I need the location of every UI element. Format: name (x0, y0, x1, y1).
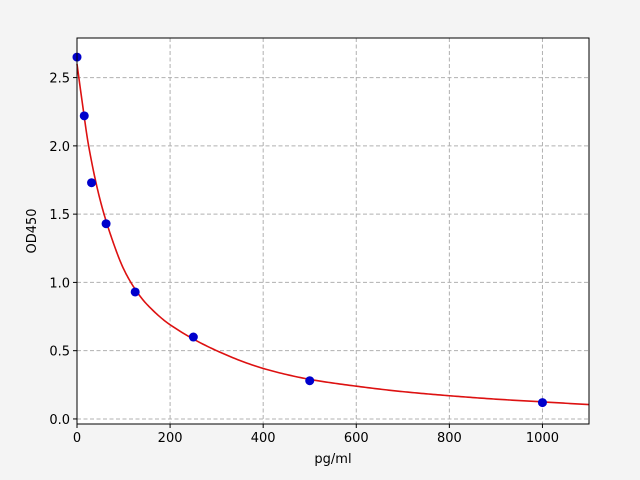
y-tick-label: 1.0 (49, 276, 70, 291)
x-axis-ticks: 0 200 400 600 800 1000 (73, 424, 559, 446)
y-tick-label: 1.5 (49, 208, 70, 223)
data-point (188, 332, 198, 342)
y-tick-label: 2.0 (49, 140, 70, 155)
y-tick-label: 2.5 (49, 72, 70, 87)
x-tick-label: 800 (437, 431, 462, 446)
data-point (537, 398, 547, 408)
y-axis-label: OD450 (25, 208, 40, 253)
data-point (101, 219, 111, 229)
y-axis-ticks: 0.0 0.5 1.0 1.5 2.0 2.5 (49, 72, 77, 428)
y-tick-label: 0.5 (49, 345, 70, 360)
x-tick-label: 200 (158, 431, 183, 446)
x-tick-label: 0 (73, 431, 81, 446)
x-tick-label: 400 (251, 431, 276, 446)
x-tick-label: 1000 (526, 431, 559, 446)
data-point (79, 111, 89, 121)
data-point (130, 287, 140, 297)
plot-frame (76, 37, 590, 425)
x-axis-label: pg/ml (314, 452, 351, 467)
y-tick-label: 0.0 (49, 413, 70, 428)
data-point (87, 178, 97, 188)
data-point (305, 376, 315, 386)
plot-area (77, 38, 589, 424)
x-tick-label: 600 (344, 431, 369, 446)
